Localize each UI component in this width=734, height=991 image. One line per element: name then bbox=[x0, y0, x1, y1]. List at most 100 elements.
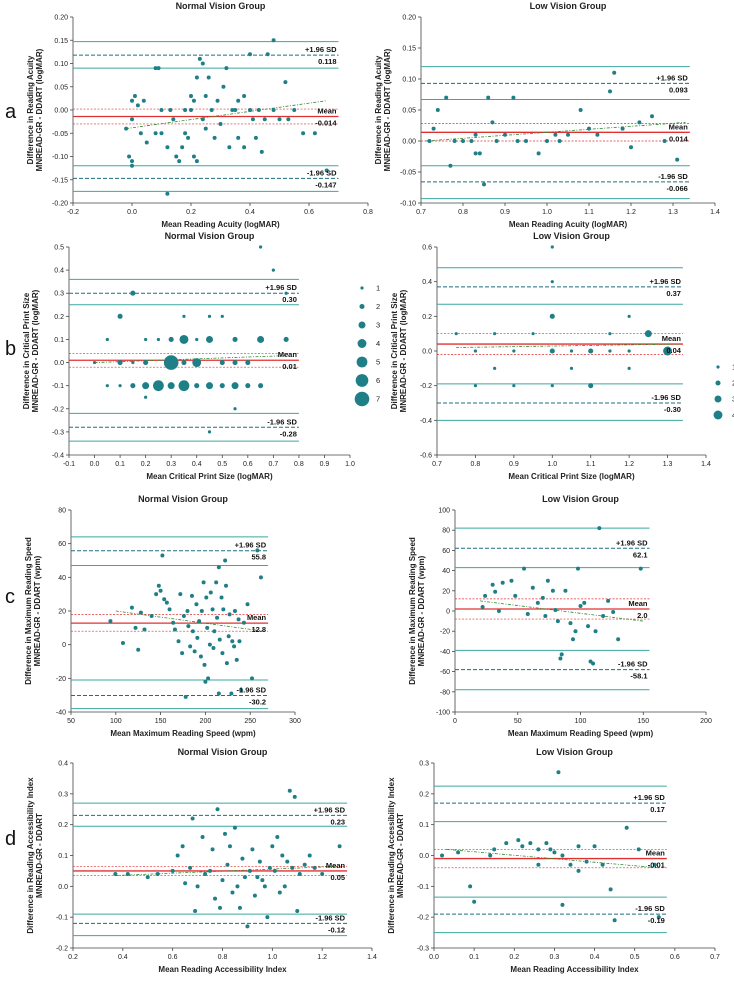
data-point bbox=[189, 593, 194, 598]
lower-loa-tag: -1.96 SD bbox=[237, 686, 267, 695]
data-point bbox=[644, 330, 652, 338]
mean-tag: Mean bbox=[326, 861, 346, 870]
data-point bbox=[591, 661, 596, 666]
data-point bbox=[545, 578, 550, 583]
x-tick-label: 0.1 bbox=[115, 461, 125, 468]
y-axis-label-line2: MNREAD-GR - DDART (wpm) bbox=[33, 555, 42, 666]
y-tick-label: 0.05 bbox=[402, 108, 416, 115]
data-point bbox=[165, 191, 170, 196]
panel-a-low: Low Vision Group 0.7 0.8 0.9 1.0 1.1 1.2 1.3 1.4… bbox=[374, 1, 720, 229]
data-point bbox=[176, 639, 181, 644]
data-point bbox=[597, 526, 602, 531]
data-point bbox=[224, 66, 229, 71]
y-tick-label: -0.20 bbox=[52, 201, 68, 208]
data-point bbox=[652, 862, 657, 867]
y-tick-label: 0.15 bbox=[54, 38, 68, 45]
data-point bbox=[127, 154, 132, 159]
x-tick-label: 0.1 bbox=[469, 954, 479, 961]
data-point bbox=[156, 337, 161, 342]
data-point bbox=[237, 905, 242, 910]
data-point bbox=[512, 384, 516, 388]
legend-size-label: 4 bbox=[376, 339, 380, 348]
upper-loa-tag: +1.96 SD bbox=[656, 73, 688, 82]
data-point bbox=[488, 853, 493, 858]
y-tick-label: 0.0 bbox=[419, 853, 429, 860]
y-tick-label: -0.3 bbox=[417, 946, 429, 953]
data-point bbox=[606, 598, 611, 603]
x-tick-label: 1.4 bbox=[701, 461, 711, 468]
x-tick-label: 0.7 bbox=[416, 209, 426, 216]
data-point bbox=[540, 595, 545, 600]
data-point bbox=[287, 788, 292, 793]
data-point bbox=[206, 75, 211, 80]
data-point bbox=[182, 314, 186, 318]
data-point bbox=[536, 847, 541, 852]
data-point bbox=[209, 108, 214, 112]
data-point bbox=[171, 117, 176, 122]
upper-loa-tag: +1.96 SD bbox=[265, 283, 297, 292]
data-point bbox=[530, 585, 535, 590]
data-point bbox=[525, 612, 530, 617]
legend-size-marker bbox=[354, 391, 370, 407]
lower-loa-tag: -1.96 SD bbox=[267, 417, 297, 426]
data-point bbox=[181, 360, 187, 366]
data-point bbox=[477, 151, 482, 156]
data-point bbox=[224, 583, 229, 588]
regression-line bbox=[446, 848, 659, 869]
data-point bbox=[440, 853, 445, 858]
data-point bbox=[125, 872, 130, 876]
data-point bbox=[255, 548, 260, 553]
data-point bbox=[271, 268, 275, 272]
y-tick-label: -0.15 bbox=[52, 177, 68, 184]
lower-loa-value: -0.19 bbox=[648, 916, 665, 925]
y-axis-label-line1: Difference in Reading Acuity bbox=[26, 55, 35, 164]
upper-loa-value: 55.8 bbox=[252, 553, 267, 562]
data-point bbox=[548, 847, 553, 852]
data-point bbox=[536, 862, 541, 867]
x-tick-label: 1.0 bbox=[345, 461, 355, 468]
data-point bbox=[156, 66, 161, 71]
x-tick-label: 1.0 bbox=[547, 461, 557, 468]
data-point bbox=[216, 691, 221, 696]
y-tick-label: -100 bbox=[436, 710, 450, 717]
lower-loa-tag: -1.96 SD bbox=[635, 904, 665, 913]
x-tick-label: 0.7 bbox=[710, 954, 720, 961]
data-point bbox=[588, 348, 594, 354]
x-tick-label: 0.8 bbox=[458, 209, 468, 216]
upper-loa-value: 0.23 bbox=[330, 817, 345, 826]
data-point bbox=[229, 691, 234, 696]
y-tick-label: 40 bbox=[442, 568, 450, 575]
size-legend: 1 2 3 4 bbox=[713, 363, 734, 420]
size-legend: 1 2 3 4 5 6 7 bbox=[354, 284, 380, 407]
data-point bbox=[175, 853, 180, 858]
data-point bbox=[145, 875, 150, 880]
y-tick-label: 0.6 bbox=[422, 245, 432, 252]
x-tick-label: 0.9 bbox=[320, 461, 330, 468]
x-tick-label: 1.0 bbox=[267, 954, 277, 961]
x-tick-label: 0.2 bbox=[186, 209, 196, 216]
x-tick-label: 1.1 bbox=[584, 209, 594, 216]
data-point bbox=[232, 336, 238, 342]
upper-loa-value: 0.37 bbox=[666, 289, 681, 298]
data-point bbox=[130, 98, 134, 103]
legend-size-marker bbox=[359, 303, 365, 310]
data-point bbox=[550, 588, 555, 593]
x-tick-label: 0.9 bbox=[509, 461, 519, 468]
y-tick-label: 0.5 bbox=[54, 245, 64, 252]
data-point bbox=[536, 151, 541, 156]
data-point bbox=[473, 132, 478, 137]
data-point bbox=[307, 853, 312, 858]
y-tick-label: -0.05 bbox=[52, 131, 68, 138]
data-point bbox=[212, 629, 217, 634]
data-point bbox=[452, 139, 457, 143]
y-tick-label: 0.2 bbox=[419, 791, 429, 798]
x-tick-label: 1.3 bbox=[663, 461, 673, 468]
data-point bbox=[493, 589, 498, 594]
data-point bbox=[171, 620, 176, 625]
data-point bbox=[636, 847, 641, 852]
data-point bbox=[277, 890, 282, 895]
x-tick-label: 0.2 bbox=[509, 954, 519, 961]
data-point bbox=[202, 662, 207, 667]
data-point bbox=[608, 887, 613, 892]
